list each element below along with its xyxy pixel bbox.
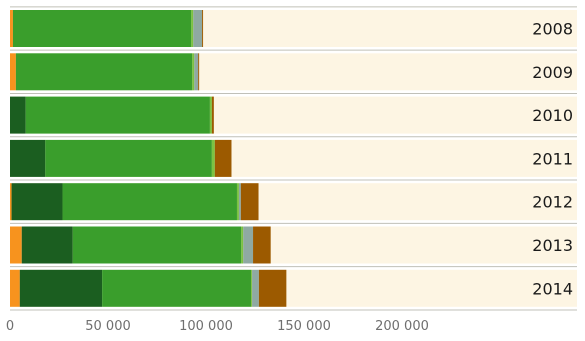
bar-segment-2009-4 [194, 53, 199, 91]
bar-segment-2009-3 [192, 53, 195, 91]
year-label-2012: 2012 [532, 193, 573, 212]
bar-segment-2009-0 [10, 53, 16, 91]
bar-segment-2011-5 [214, 139, 232, 177]
bar-segment-2012-3 [236, 183, 239, 221]
bar-segment-2012-5 [240, 183, 259, 221]
x-tick-label: 0 [6, 319, 14, 334]
year-label-2008: 2008 [532, 20, 573, 39]
bar-segment-2011-3 [211, 139, 215, 177]
bar-segment-2012-1 [11, 183, 63, 221]
bar-segment-2012-2 [62, 183, 237, 221]
x-tick-label: 50 000 [85, 319, 131, 334]
bar-segment-2011-1 [10, 139, 46, 177]
bar-segment-2013-1 [21, 226, 73, 264]
bar-segment-2012-0 [10, 183, 12, 221]
bar-segment-2010-1 [10, 96, 26, 134]
year-label-2010: 2010 [532, 106, 573, 125]
bar-segment-2014-2 [102, 269, 252, 307]
row-separators [10, 6, 577, 311]
bar-segment-2010-3 [209, 96, 212, 134]
bar-segment-2008-4 [193, 10, 203, 47]
bar-segment-2014-4 [252, 269, 259, 307]
bar-segment-2014-0 [10, 269, 20, 307]
bar-segment-2013-2 [72, 226, 242, 264]
year-label-2009: 2009 [532, 63, 573, 82]
bar-segment-2014-3 [251, 269, 253, 307]
bar-segment-2008-3 [191, 10, 194, 47]
bar-segment-2013-0 [10, 226, 22, 264]
bar-segment-2008-5 [202, 10, 204, 47]
x-tick-label: 150 000 [277, 319, 331, 334]
bar-segment-2011-2 [45, 139, 212, 177]
bar-segment-2014-5 [258, 269, 287, 307]
bar-segment-2008-2 [12, 10, 192, 47]
bar-segment-2014-1 [19, 269, 103, 307]
bar-segment-2013-3 [241, 226, 244, 264]
year-label-2011: 2011 [532, 149, 573, 168]
bar-segment-2010-5 [211, 96, 214, 134]
bar-segment-2008-0 [10, 10, 13, 47]
x-tick-label: 200 000 [375, 319, 429, 334]
bar-segment-2009-2 [15, 53, 193, 91]
category-labels: 2008 2009 2010 2011 2012 2013 2014 [532, 20, 573, 299]
year-label-2013: 2013 [532, 236, 573, 255]
year-label-2014: 2014 [532, 279, 573, 298]
bar-segment-2013-5 [253, 226, 271, 264]
bar-segment-2012-4 [238, 183, 241, 221]
bar-segment-2013-4 [243, 226, 254, 264]
x-tick-label: 100 000 [179, 319, 233, 334]
bar-segment-2009-5 [198, 53, 200, 91]
x-axis-ticks: 0 50 000 100 000 150 000 200 000 [6, 319, 429, 334]
bar-segments [10, 10, 287, 307]
bar-segment-2010-2 [25, 96, 210, 134]
